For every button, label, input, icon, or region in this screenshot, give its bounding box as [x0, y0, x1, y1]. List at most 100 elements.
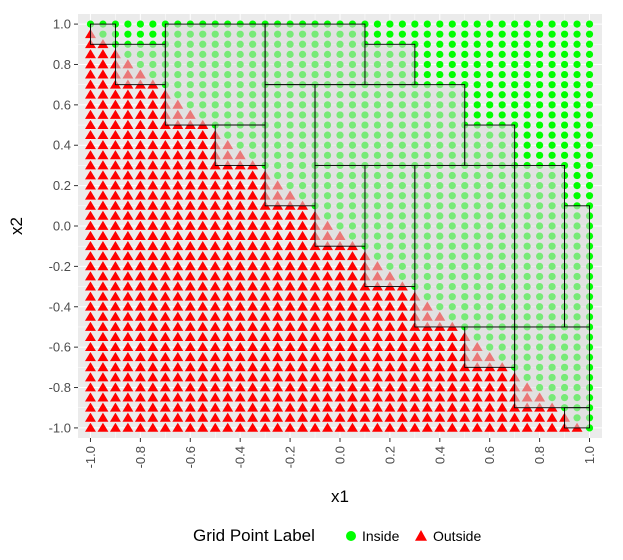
- point-inside: [511, 20, 519, 28]
- point-outside: [371, 321, 383, 331]
- point-outside: [172, 190, 184, 200]
- point-outside: [247, 412, 259, 422]
- point-outside: [97, 352, 109, 362]
- point-inside: [386, 20, 394, 28]
- point-outside: [97, 79, 109, 89]
- point-outside: [222, 200, 234, 210]
- point-outside: [259, 301, 271, 311]
- point-outside: [234, 301, 246, 311]
- point-outside: [172, 129, 184, 140]
- point-outside: [172, 331, 184, 341]
- point-outside: [109, 109, 121, 119]
- point-outside: [134, 341, 146, 352]
- x-tick-label: -0.4: [233, 446, 248, 468]
- point-outside: [284, 422, 296, 432]
- point-outside: [159, 129, 171, 140]
- point-outside: [134, 311, 146, 321]
- point-outside: [197, 341, 209, 352]
- point-outside: [109, 230, 121, 240]
- point-outside: [446, 392, 458, 402]
- point-outside: [259, 321, 271, 331]
- point-outside: [446, 362, 458, 372]
- point-outside: [359, 412, 371, 422]
- y-tick-label: 0.8: [53, 57, 71, 72]
- point-outside: [85, 372, 96, 382]
- point-inside: [585, 40, 594, 48]
- point-outside: [247, 190, 259, 200]
- x-axis-title: x1: [331, 487, 349, 506]
- point-outside: [284, 301, 296, 311]
- point-outside: [122, 89, 134, 99]
- point-outside: [496, 422, 508, 432]
- point-outside: [259, 382, 271, 392]
- point-outside: [134, 210, 146, 220]
- point-outside: [85, 362, 96, 372]
- point-outside: [209, 180, 221, 190]
- point-outside: [421, 331, 433, 341]
- point-outside: [184, 251, 196, 261]
- point-outside: [109, 180, 121, 190]
- point-outside: [371, 301, 383, 311]
- point-outside: [509, 412, 521, 422]
- point-inside: [436, 30, 444, 38]
- point-outside: [109, 301, 121, 311]
- point-outside: [446, 402, 458, 412]
- point-outside: [209, 341, 221, 352]
- point-outside: [147, 220, 159, 230]
- point-inside: [461, 40, 469, 48]
- point-outside: [222, 331, 234, 341]
- point-outside: [297, 382, 309, 392]
- point-outside: [322, 321, 333, 331]
- point-outside: [159, 402, 171, 412]
- point-outside: [222, 251, 234, 261]
- point-outside: [184, 281, 196, 291]
- point-outside: [234, 240, 246, 251]
- point-outside: [309, 291, 321, 301]
- point-outside: [371, 311, 383, 321]
- point-inside: [149, 20, 157, 28]
- point-outside: [97, 412, 109, 422]
- point-inside: [473, 60, 481, 69]
- point-inside: [486, 81, 494, 89]
- point-outside: [272, 331, 284, 341]
- point-outside: [534, 412, 546, 422]
- point-outside: [334, 402, 346, 412]
- point-outside: [85, 321, 96, 331]
- point-inside: [461, 30, 469, 38]
- y-tick-label: 0.6: [53, 97, 71, 112]
- x-tick-label: 0.4: [432, 446, 447, 464]
- point-outside: [122, 301, 134, 311]
- point-outside: [484, 372, 496, 382]
- point-outside: [109, 190, 121, 200]
- x-tick-label: 1.0: [582, 446, 597, 464]
- point-outside: [421, 372, 433, 382]
- point-outside: [322, 261, 333, 271]
- point-outside: [297, 291, 309, 301]
- point-outside: [309, 402, 321, 412]
- point-outside: [97, 291, 109, 301]
- point-outside: [284, 402, 296, 412]
- point-outside: [284, 271, 296, 281]
- region-box: [114, 43, 166, 86]
- x-tick-label: -1.0: [83, 446, 98, 468]
- point-inside: [585, 60, 594, 69]
- point-outside: [134, 180, 146, 190]
- point-inside: [511, 60, 519, 69]
- point-outside: [122, 402, 134, 412]
- point-outside: [122, 119, 134, 129]
- point-outside: [384, 422, 396, 432]
- point-outside: [234, 372, 246, 382]
- point-outside: [197, 220, 209, 230]
- point-outside: [259, 392, 271, 402]
- point-outside: [85, 392, 96, 402]
- region-box: [314, 164, 366, 247]
- point-inside: [523, 70, 531, 79]
- point-outside: [521, 412, 533, 422]
- point-outside: [122, 372, 134, 382]
- point-outside: [272, 220, 284, 230]
- point-outside: [147, 352, 159, 362]
- point-inside: [486, 60, 494, 69]
- point-outside: [122, 422, 134, 432]
- point-inside: [585, 121, 594, 129]
- point-outside: [172, 321, 184, 331]
